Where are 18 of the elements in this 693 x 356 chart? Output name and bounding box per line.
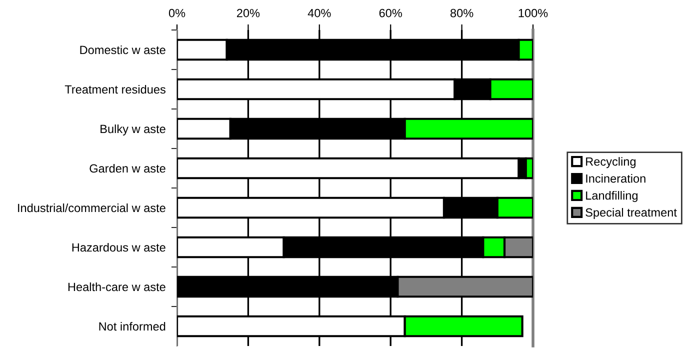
y-tick-label: Garden w aste	[90, 164, 166, 173]
legend-label: Special treatment	[586, 208, 677, 219]
legend-label: Incineration	[586, 174, 646, 183]
y-tick-label: Not informed	[99, 322, 166, 331]
x-tick-label: 0%	[168, 8, 186, 18]
y-tick-label: Industrial/commercial w aste	[18, 203, 166, 212]
x-tick-label: 40%	[308, 8, 331, 18]
x-tick-label: 100%	[518, 8, 548, 18]
legend-label: Landfilling	[586, 191, 638, 202]
y-tick-label: Bulky w aste	[100, 124, 166, 136]
y-tick-label: Hazardous w aste	[72, 242, 166, 252]
x-tick-label: 60%	[379, 8, 402, 18]
y-tick-label: Domestic w aste	[80, 45, 166, 54]
y-tick-label: Health-care w aste	[68, 282, 166, 292]
y-tick-label: Treatment residues	[64, 84, 166, 94]
legend-label: Recycling	[586, 157, 636, 168]
x-tick-label: 20%	[236, 8, 260, 18]
x-tick-label: 80%	[450, 8, 474, 18]
